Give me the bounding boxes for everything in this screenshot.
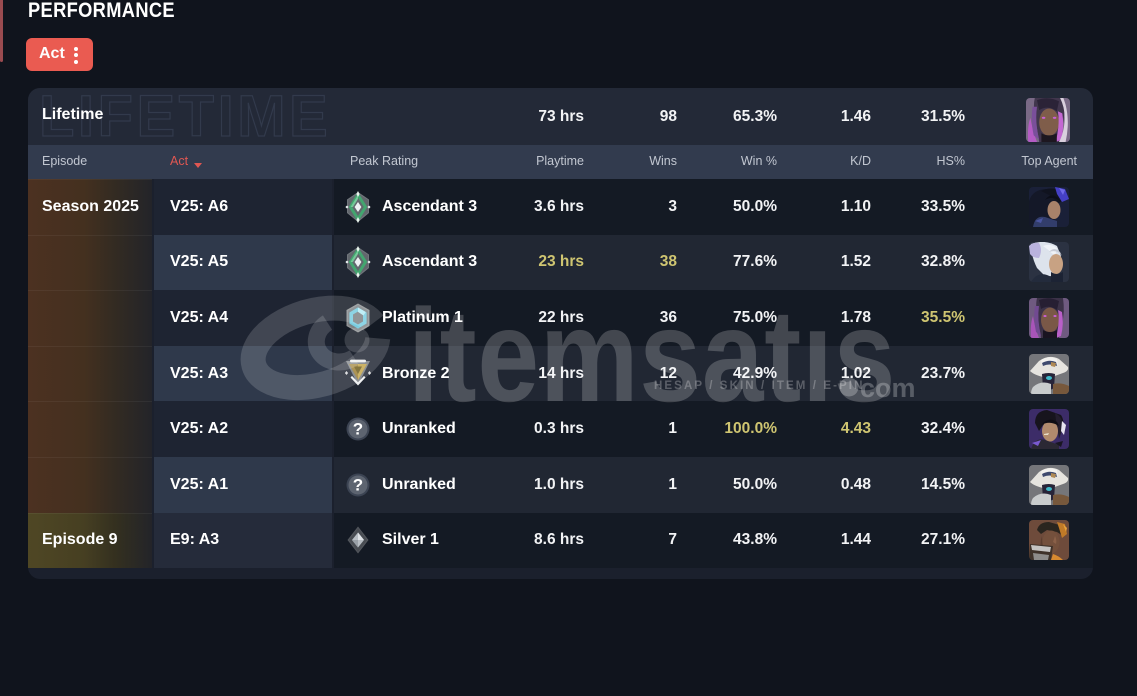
svg-text:?: ? — [353, 475, 363, 494]
svg-text:?: ? — [353, 420, 363, 439]
